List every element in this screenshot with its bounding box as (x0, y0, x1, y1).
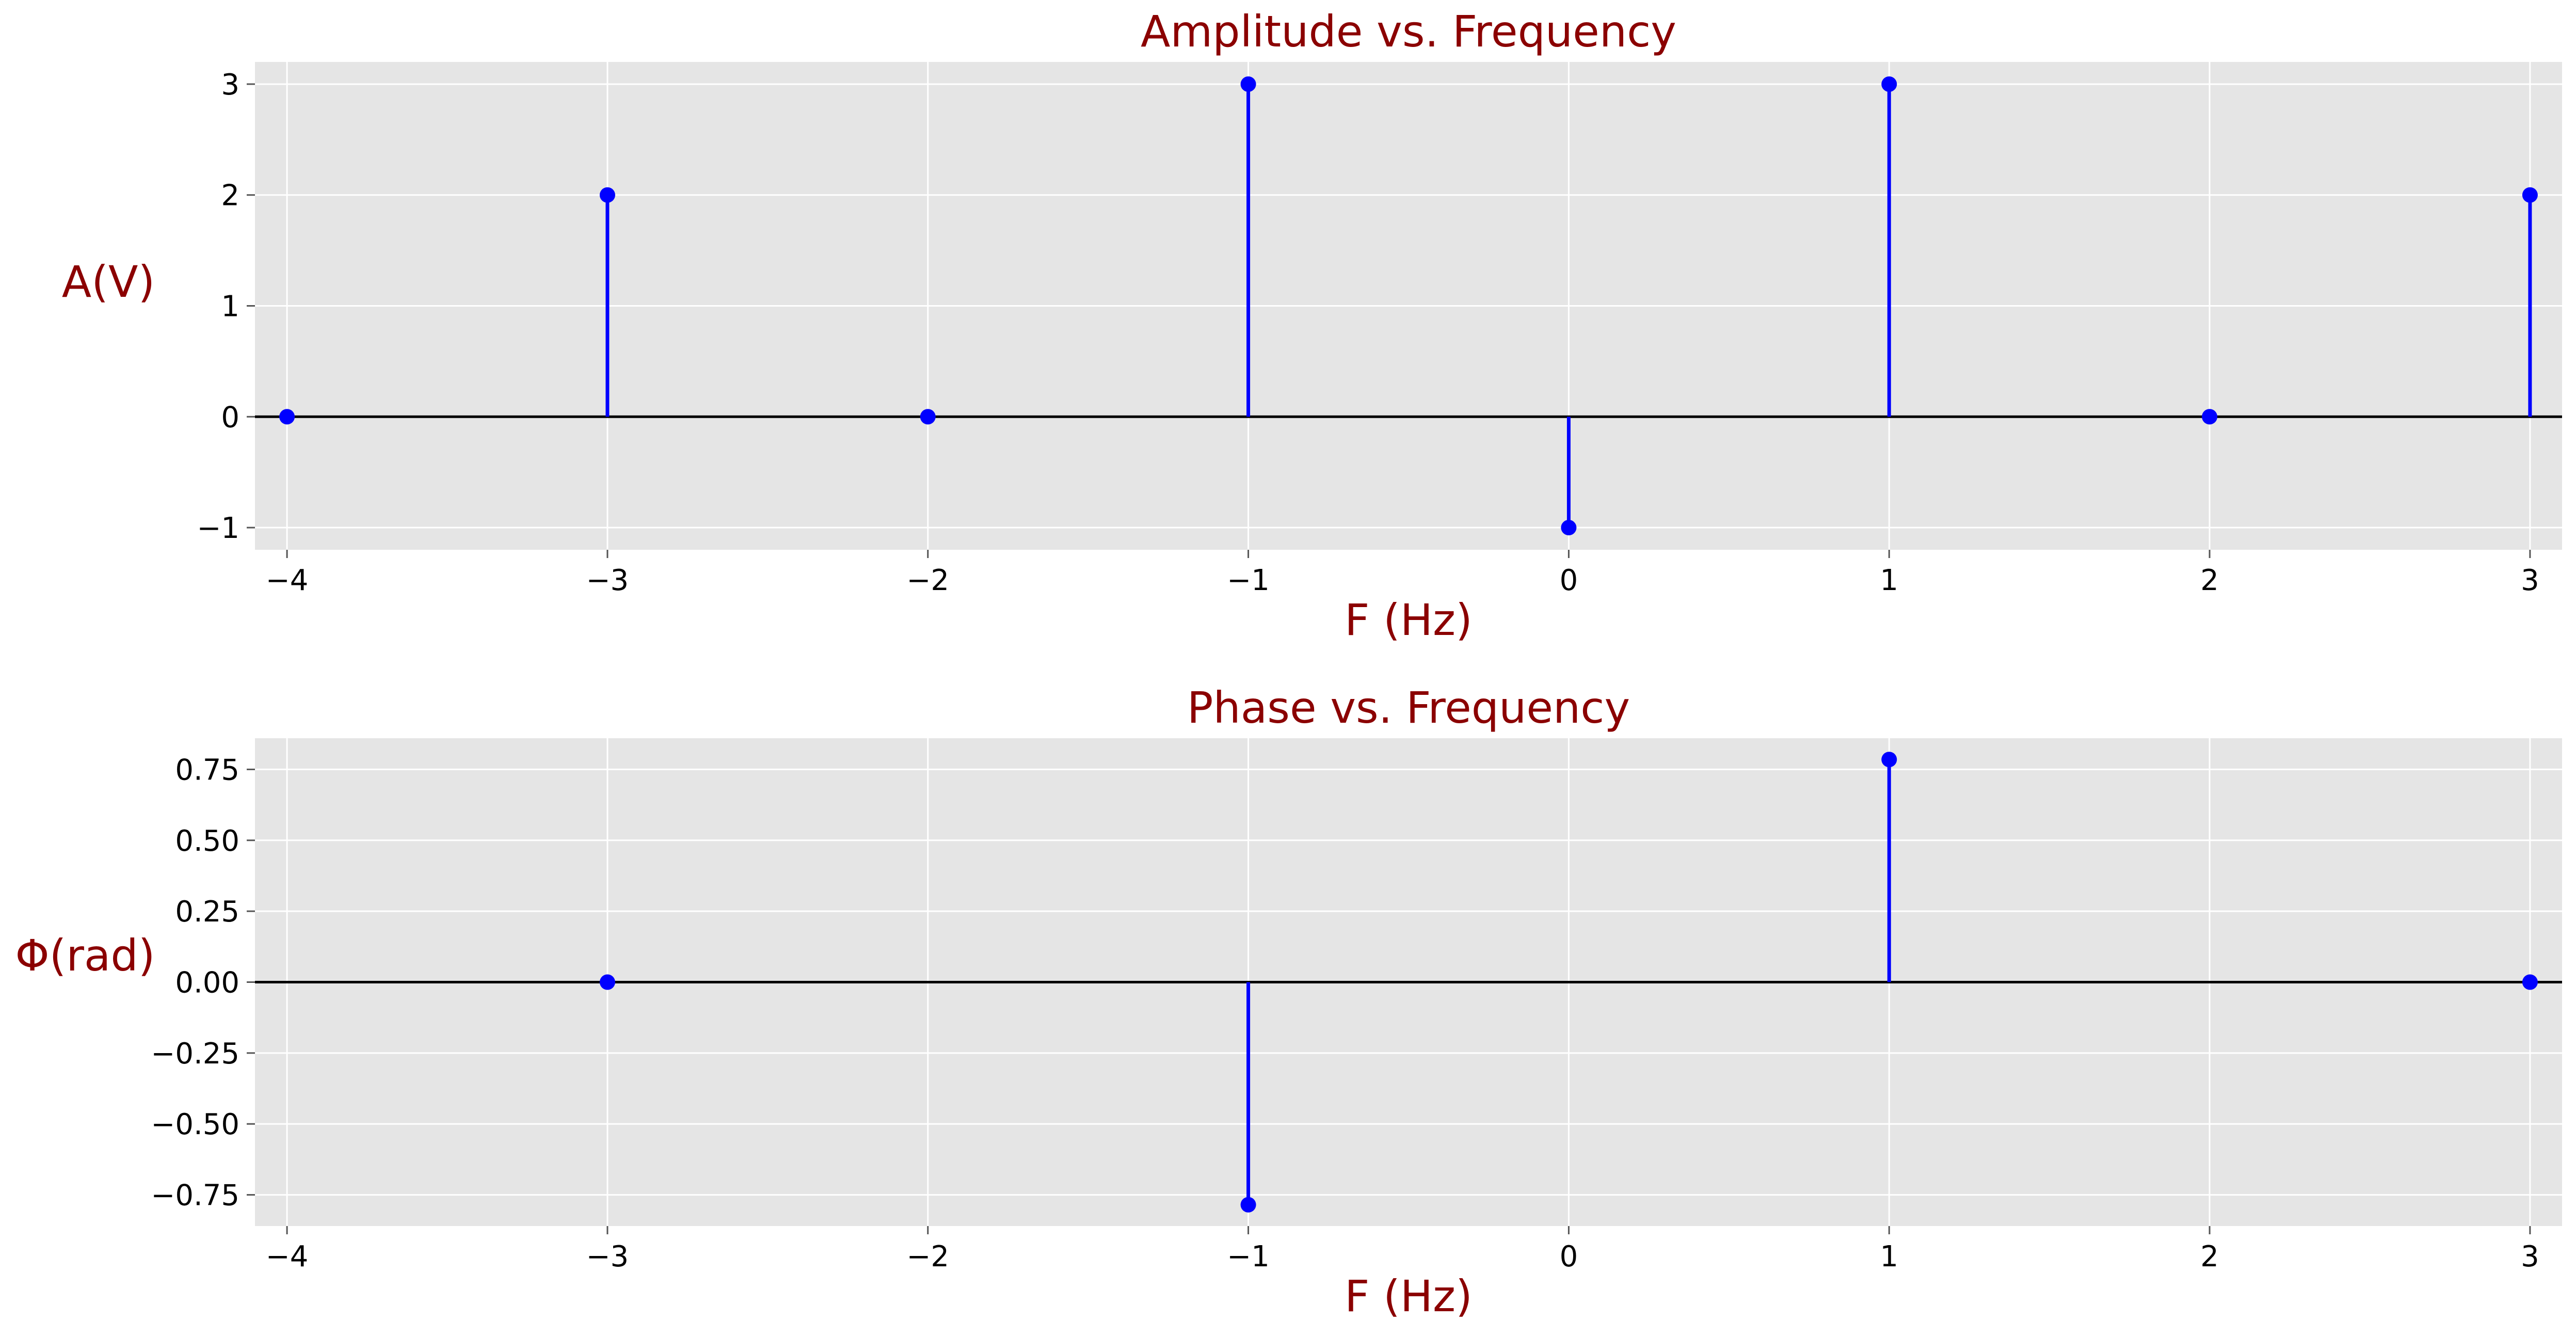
amplitude-stem-marker (1240, 76, 1256, 92)
amplitude-stem-marker (279, 409, 295, 425)
amplitude-stem-marker (2202, 409, 2218, 425)
phase-x-tick-label: −3 (586, 1240, 629, 1274)
phase-y-axis-label: Φ(rad) (15, 930, 155, 981)
amplitude-chart: −4 −3 −2 −1 0 1 2 3 −1 0 1 2 3 Amplitude vs. Freque… (62, 6, 2562, 645)
amplitude-x-tick-label: −3 (586, 564, 629, 597)
amplitude-stem-marker (599, 187, 615, 203)
phase-stem-marker (1881, 752, 1897, 768)
phase-x-tick-label: 3 (2521, 1240, 2539, 1274)
amplitude-y-tick-label: −1 (197, 512, 239, 545)
phase-stem-marker (599, 974, 615, 990)
amplitude-chart-title: Amplitude vs. Frequency (1141, 6, 1676, 57)
phase-chart-title: Phase vs. Frequency (1187, 682, 1630, 733)
phase-x-tick-label: −2 (906, 1240, 949, 1274)
amplitude-y-axis-label: A(V) (62, 257, 155, 307)
phase-y-tick-label: 0.75 (175, 753, 239, 787)
phase-y-tick-label: 0.25 (175, 895, 239, 929)
phase-x-tick-label: 2 (2200, 1240, 2219, 1274)
amplitude-y-tick-label: 0 (221, 401, 239, 434)
amplitude-y-tick-label: 1 (221, 290, 239, 324)
amplitude-x-tick-label: −1 (1227, 564, 1270, 597)
phase-x-tick-label: −1 (1227, 1240, 1270, 1274)
amplitude-x-ticks: −4 −3 −2 −1 0 1 2 3 (266, 550, 2539, 597)
amplitude-stem-marker (2522, 187, 2538, 203)
phase-y-tick-label: −0.75 (151, 1179, 239, 1213)
amplitude-x-tick-label: 3 (2521, 564, 2539, 597)
phase-chart: −4 −3 −2 −1 0 1 2 3 −0.75 −0.50 −0.25 0.00 0.25 0.50… (15, 682, 2562, 1322)
amplitude-y-tick-label: 3 (221, 68, 239, 102)
phase-y-tick-label: 0.50 (175, 824, 239, 858)
phase-stem-marker (1240, 1197, 1256, 1213)
amplitude-x-tick-label: 2 (2200, 564, 2219, 597)
phase-x-axis-label: F (Hz) (1345, 1271, 1473, 1322)
phase-y-tick-label: −0.25 (151, 1037, 239, 1071)
phase-stem-marker (2522, 974, 2538, 990)
amplitude-stems (279, 76, 2538, 536)
amplitude-x-tick-label: −4 (266, 564, 309, 597)
amplitude-stem-marker (920, 409, 936, 425)
phase-x-tick-label: −4 (266, 1240, 309, 1274)
phase-x-tick-label: 1 (1880, 1240, 1898, 1274)
amplitude-y-tick-label: 2 (221, 179, 239, 213)
amplitude-x-axis-label: F (Hz) (1345, 595, 1473, 645)
amplitude-stem-marker (1881, 76, 1897, 92)
phase-x-tick-label: 0 (1560, 1240, 1578, 1274)
phase-stems (599, 752, 2538, 1213)
phase-y-tick-label: 0.00 (175, 966, 239, 1000)
amplitude-x-tick-label: −2 (906, 564, 949, 597)
amplitude-y-ticks: −1 0 1 2 3 (197, 68, 255, 545)
phase-x-ticks: −4 −3 −2 −1 0 1 2 3 (266, 1226, 2539, 1274)
phase-y-ticks: −0.75 −0.50 −0.25 0.00 0.25 0.50 0.75 (151, 753, 255, 1213)
amplitude-x-tick-label: 1 (1880, 564, 1898, 597)
amplitude-stem-marker (1561, 520, 1577, 536)
amplitude-x-tick-label: 0 (1560, 564, 1578, 597)
phase-y-tick-label: −0.50 (151, 1108, 239, 1141)
